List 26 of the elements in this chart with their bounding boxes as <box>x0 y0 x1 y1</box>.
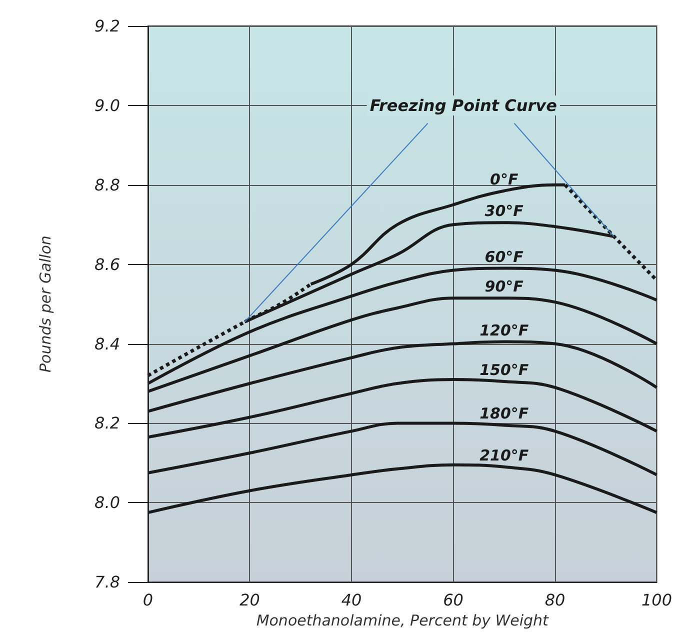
y-tick-label: 8.4 <box>94 334 120 354</box>
text: Freezing Point Curve <box>370 96 558 115</box>
series-label: 210°F <box>480 446 530 464</box>
series-label: 30°F <box>484 202 524 220</box>
x-tick-label: 40 <box>341 590 362 610</box>
x-tick-label: 80 <box>544 590 566 610</box>
series-label: 0°F <box>490 170 519 188</box>
y-tick-label: 8.8 <box>94 175 120 194</box>
y-tick-label: 7.8 <box>94 572 120 592</box>
series-label: 90°F <box>484 278 524 296</box>
x-axis-title: Monoethanolamine, Percent by Weight <box>256 612 550 630</box>
line-series <box>243 221 616 324</box>
y-tick-label: 9.0 <box>94 96 120 115</box>
series-label: 120°F <box>480 321 530 340</box>
x-tick-label: 100 <box>641 590 672 610</box>
series-label: 60°F <box>484 248 524 266</box>
x-tick-label: 0 <box>142 590 154 610</box>
y-axis-title: Pounds per Gallon <box>36 236 54 372</box>
x-tick-label: 60 <box>443 590 464 610</box>
x-tick-label: 20 <box>240 590 260 610</box>
y-tick-label: 8.6 <box>94 254 120 274</box>
y-tick-label: 8.0 <box>94 493 120 512</box>
y-tick-label: 8.2 <box>94 414 120 433</box>
series-label: 180°F <box>480 404 530 423</box>
y-tick-label: 9.2 <box>94 16 120 36</box>
series-label: 150°F <box>480 361 530 380</box>
